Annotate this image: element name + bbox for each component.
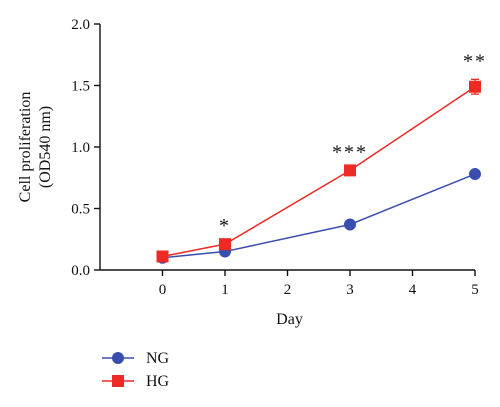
y-tick-label: 0.5 [71,202,90,218]
data-point-hg [219,238,231,251]
series-line-ng [162,173,476,259]
legend-marker [112,352,124,364]
y-axis-title-line2: (OD540 nm) [37,106,54,188]
axes: 0.0 0.5 1.0 1.5 2.0 0 1 2 3 4 5 Day Cell proliferati… [17,17,479,328]
series-layer [156,78,481,264]
legend-item-hg: HG [102,373,170,390]
series-ng [156,168,481,264]
legend-marker [112,375,124,387]
significance-marker: ** [463,50,487,72]
data-point-hg [156,250,169,263]
legend-label: HG [146,373,170,390]
x-axis-title: Day [276,311,303,328]
x-tick-label: 0 [159,282,167,298]
y-tick-label: 2.0 [71,17,90,33]
data-point-hg [469,80,481,93]
y-tick-label: 1.5 [71,79,90,95]
data-point-ng [344,218,356,231]
series-line-hg [162,86,476,258]
data-point-hg [344,164,356,177]
data-point-ng [469,168,481,181]
annotation-layer: ****** [219,50,487,237]
significance-marker: * [219,215,231,237]
x-tick-label: 5 [471,282,479,298]
legend-item-ng: NG [102,350,170,367]
legend: NG HG [102,350,170,390]
y-axis-title-line1: Cell proliferation [17,92,34,203]
x-tick-label: 2 [284,282,292,298]
y-tick-label: 1.0 [71,140,90,156]
legend-label: NG [146,350,170,367]
y-tick-label: 0.0 [71,263,90,279]
significance-marker: *** [332,141,368,163]
x-tick-label: 4 [409,282,417,298]
x-tick-label: 1 [221,282,229,298]
x-tick-label: 3 [346,282,354,298]
series-hg [156,78,481,263]
